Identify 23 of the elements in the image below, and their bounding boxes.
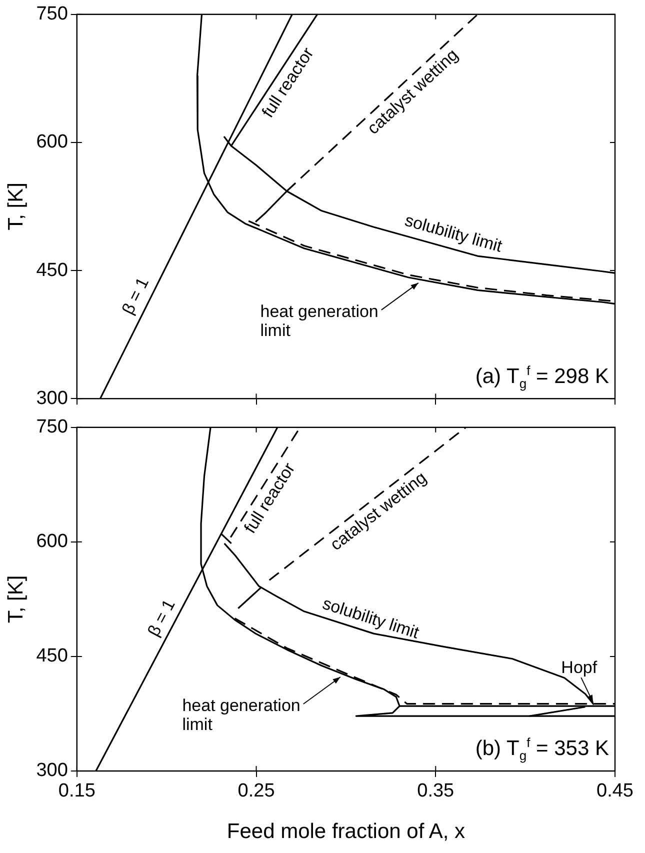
y-tick-label: 450 xyxy=(36,260,68,281)
y-tick-label: 750 xyxy=(36,416,68,438)
y-tick-label: 300 xyxy=(36,388,68,409)
x-tick-label: 0.15 xyxy=(58,780,96,802)
y-tick-label: 300 xyxy=(36,760,68,782)
text: (a) T$_{g}$$^{f}$ = 298 K xyxy=(475,362,609,391)
y-axis-title: T, [K] xyxy=(4,182,28,230)
text: (b) T$_{g}$$^{f}$ = 353 K xyxy=(475,735,609,764)
y-axis-title: T, [K] xyxy=(4,575,28,624)
annotation: solubility limit xyxy=(402,210,505,256)
annotation: Hopf xyxy=(561,658,598,677)
x-tick-label: 0.45 xyxy=(596,780,634,802)
x-axis-title: Feed mole fraction of A, x xyxy=(226,820,466,844)
annotation: β = 1 xyxy=(144,596,179,640)
annotation: heat generation limit xyxy=(260,302,378,340)
y-tick-label: 750 xyxy=(36,4,68,25)
x-tick-label: 0.35 xyxy=(417,780,454,802)
annotation: heat generation limit xyxy=(182,696,300,734)
y-tick-label: 600 xyxy=(36,132,68,153)
y-tick-label: 600 xyxy=(36,531,68,552)
annotation: β = 1 xyxy=(118,274,153,318)
x-tick-label: 0.25 xyxy=(238,780,275,802)
y-tick-label: 450 xyxy=(36,646,68,667)
